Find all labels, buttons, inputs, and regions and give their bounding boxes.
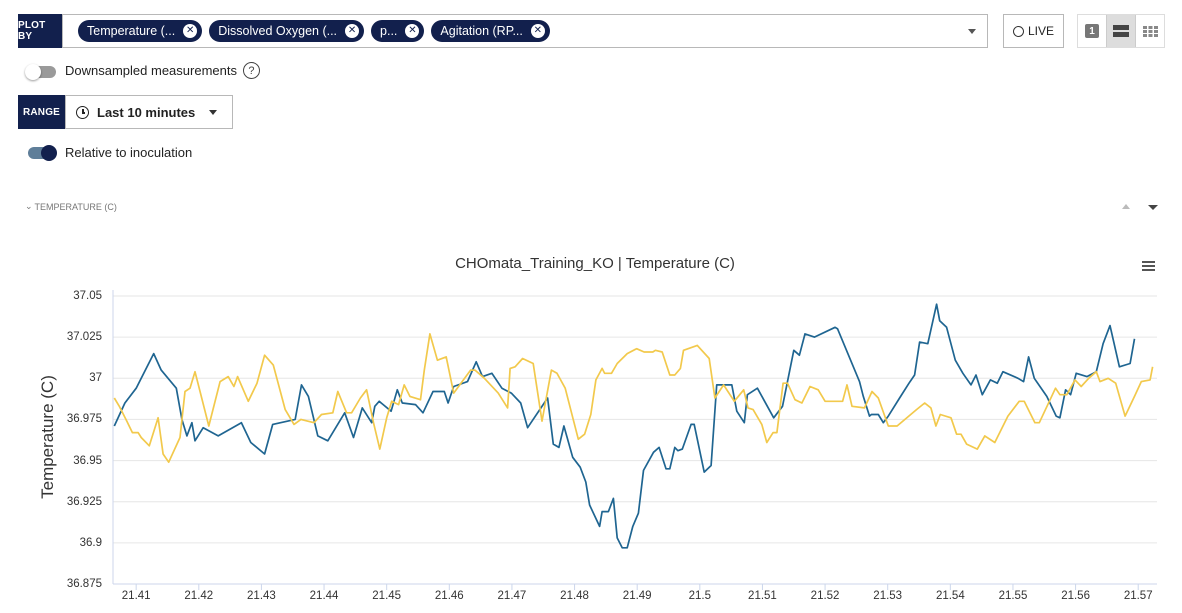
- x-tick-label: 21.46: [434, 590, 464, 602]
- x-tick-label: 21.5: [688, 590, 712, 602]
- range-select[interactable]: Last 10 minutes: [65, 95, 233, 129]
- x-tick-label: 21.56: [1061, 590, 1090, 602]
- x-tick-label: 21.53: [873, 590, 903, 602]
- chip-agitation[interactable]: Agitation (RP... ✕: [431, 20, 550, 42]
- y-tick-label: 36.875: [66, 578, 102, 590]
- chart-menu-icon[interactable]: [1142, 261, 1155, 271]
- x-tick-label: 21.52: [810, 590, 840, 602]
- move-up-icon[interactable]: [1122, 204, 1130, 209]
- chevron-down-icon: ⌄: [25, 201, 33, 211]
- downsampled-row: Downsampled measurements ?: [65, 62, 260, 79]
- view-toggle-group: 1: [1077, 14, 1165, 48]
- x-tick-label: 21.49: [622, 590, 652, 602]
- plot-by-select[interactable]: Temperature (... ✕ Dissolved Oxygen (... ✕…: [62, 14, 988, 48]
- chip-temperature[interactable]: Temperature (... ✕: [78, 20, 203, 42]
- x-tick-label: 21.48: [560, 590, 589, 602]
- chip-list: Temperature (... ✕ Dissolved Oxygen (... ✕…: [78, 20, 550, 42]
- move-down-icon[interactable]: [1148, 205, 1158, 210]
- remove-chip-icon[interactable]: ✕: [183, 24, 198, 38]
- y-tick-label: 37.025: [66, 331, 102, 344]
- live-circle-icon: [1012, 25, 1024, 37]
- view-rows-button[interactable]: [1106, 15, 1136, 47]
- dropdown-caret-icon[interactable]: [968, 29, 976, 34]
- grid-view-icon: [1142, 25, 1158, 37]
- y-tick-label: 37: [89, 372, 102, 385]
- y-tick-label: 36.95: [73, 454, 102, 467]
- remove-chip-icon[interactable]: ✕: [345, 24, 360, 38]
- single-view-icon: 1: [1085, 24, 1099, 38]
- relative-label: Relative to inoculation: [65, 145, 193, 160]
- chip-label: p...: [380, 24, 398, 38]
- x-tick-label: 21.51: [748, 590, 777, 602]
- remove-chip-icon[interactable]: ✕: [405, 24, 420, 38]
- series-yellow[interactable]: [113, 333, 1154, 464]
- downsampled-label: Downsampled measurements: [65, 63, 237, 78]
- x-tick-label: 21.41: [121, 590, 151, 602]
- caret-down-icon: [209, 109, 218, 115]
- x-tick-label: 21.44: [309, 590, 339, 602]
- x-tick-label: 21.47: [497, 590, 527, 602]
- toggle-knob: [41, 145, 57, 161]
- range-label: RANGE: [18, 95, 65, 129]
- section-header[interactable]: ⌄ TEMPERATURE (C): [25, 201, 117, 212]
- x-tick-label: 21.54: [935, 590, 965, 602]
- view-single-button[interactable]: 1: [1078, 15, 1106, 47]
- rows-view-icon-bar: [1113, 32, 1129, 37]
- section-title: TEMPERATURE (C): [34, 201, 117, 212]
- chip-label: Dissolved Oxygen (...: [218, 24, 338, 38]
- x-tick-label: 21.55: [998, 590, 1028, 602]
- x-tick-label: 21.43: [247, 590, 276, 602]
- chip-label: Agitation (RP...: [440, 24, 523, 38]
- live-label: LIVE: [1027, 24, 1054, 38]
- view-grid-button[interactable]: [1136, 15, 1164, 47]
- toggle-knob: [25, 64, 41, 80]
- plot-by-label: PLOT BY: [18, 14, 62, 48]
- downsampled-toggle[interactable]: [25, 64, 56, 80]
- clock-icon: [76, 105, 89, 119]
- x-tick-label: 21.42: [184, 590, 214, 602]
- range-value: Last 10 minutes: [97, 104, 196, 120]
- chip-dissolved-oxygen[interactable]: Dissolved Oxygen (... ✕: [209, 20, 365, 42]
- relative-toggle[interactable]: [28, 145, 57, 161]
- remove-chip-icon[interactable]: ✕: [530, 24, 545, 38]
- chip-label: Temperature (...: [87, 24, 176, 38]
- chart-title: CHOmata_Training_KO | Temperature (C): [455, 255, 735, 272]
- series-blue[interactable]: [113, 303, 1136, 549]
- help-icon[interactable]: ?: [242, 62, 260, 79]
- live-button[interactable]: LIVE: [1003, 14, 1064, 48]
- x-tick-label: 21.57: [1123, 590, 1153, 602]
- y-tick-label: 36.925: [66, 495, 102, 508]
- rows-view-icon: [1113, 25, 1129, 30]
- y-tick-label: 36.975: [66, 413, 102, 426]
- chip-ph[interactable]: p... ✕: [371, 20, 425, 42]
- x-tick-label: 21.45: [372, 590, 402, 602]
- y-tick-label: 37.05: [73, 290, 102, 302]
- y-tick-label: 36.9: [79, 536, 102, 549]
